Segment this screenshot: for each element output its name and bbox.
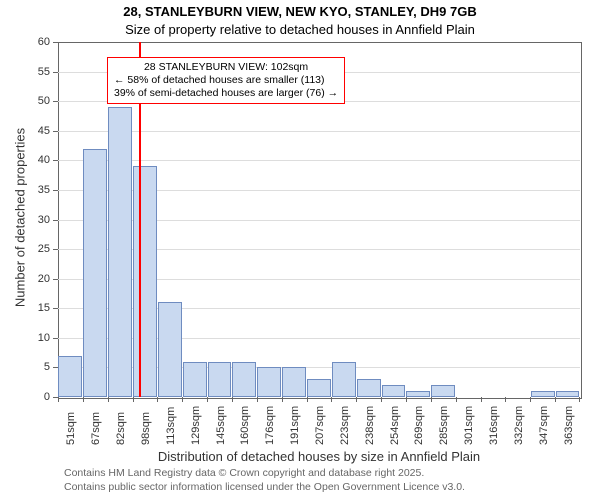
x-tick-label: 316sqm bbox=[488, 406, 500, 445]
annotation-line2: ← 58% of detached houses are smaller (11… bbox=[114, 74, 338, 87]
y-tick bbox=[53, 308, 58, 309]
bar bbox=[282, 367, 306, 397]
y-tick-label: 55 bbox=[0, 66, 50, 78]
x-tick bbox=[133, 397, 134, 402]
x-tick-label: 363sqm bbox=[563, 406, 575, 445]
bar bbox=[133, 166, 157, 397]
x-tick-label: 67sqm bbox=[90, 412, 102, 445]
x-tick-label: 51sqm bbox=[65, 412, 77, 445]
x-tick-label: 254sqm bbox=[389, 406, 401, 445]
bar bbox=[208, 362, 232, 398]
x-tick bbox=[157, 397, 158, 402]
y-tick bbox=[53, 160, 58, 161]
x-tick-label: 301sqm bbox=[463, 406, 475, 445]
bar bbox=[431, 385, 455, 397]
bar bbox=[58, 356, 82, 397]
chart-subtitle: Size of property relative to detached ho… bbox=[0, 22, 600, 38]
x-tick-label: 269sqm bbox=[413, 406, 425, 445]
bar bbox=[257, 367, 281, 397]
y-tick bbox=[53, 338, 58, 339]
y-tick bbox=[53, 249, 58, 250]
chart-container: 28, STANLEYBURN VIEW, NEW KYO, STANLEY, … bbox=[0, 0, 600, 500]
bar bbox=[307, 379, 331, 397]
bar bbox=[83, 149, 107, 398]
x-tick-label: 145sqm bbox=[215, 406, 227, 445]
x-tick-label: 332sqm bbox=[513, 406, 525, 445]
x-tick bbox=[83, 397, 84, 402]
x-tick bbox=[356, 397, 357, 402]
y-axis-label: Number of detached properties bbox=[13, 117, 28, 317]
x-tick bbox=[307, 397, 308, 402]
x-tick-label: 285sqm bbox=[438, 406, 450, 445]
x-tick-label: 129sqm bbox=[190, 406, 202, 445]
x-tick bbox=[232, 397, 233, 402]
bar bbox=[382, 385, 406, 397]
x-tick bbox=[555, 397, 556, 402]
annotation-line1: 28 STANLEYBURN VIEW: 102sqm bbox=[114, 61, 338, 74]
y-tick-label: 60 bbox=[0, 36, 50, 48]
x-tick bbox=[456, 397, 457, 402]
y-tick bbox=[53, 367, 58, 368]
gridline bbox=[58, 160, 580, 161]
y-tick bbox=[53, 279, 58, 280]
x-tick bbox=[406, 397, 407, 402]
x-tick-label: 98sqm bbox=[140, 412, 152, 445]
x-tick bbox=[108, 397, 109, 402]
x-tick-label: 113sqm bbox=[165, 407, 177, 445]
bar bbox=[158, 302, 182, 397]
annotation-line3: 39% of semi-detached houses are larger (… bbox=[114, 87, 338, 100]
x-tick bbox=[58, 397, 59, 402]
footer-line1: Contains HM Land Registry data © Crown c… bbox=[64, 467, 424, 479]
y-tick bbox=[53, 101, 58, 102]
footer-line2: Contains public sector information licen… bbox=[64, 481, 465, 493]
y-tick bbox=[53, 190, 58, 191]
gridline bbox=[58, 131, 580, 132]
y-tick bbox=[53, 72, 58, 73]
x-axis-label: Distribution of detached houses by size … bbox=[58, 449, 580, 464]
x-tick-label: 82sqm bbox=[115, 412, 127, 445]
y-tick-label: 10 bbox=[0, 332, 50, 344]
x-tick bbox=[431, 397, 432, 402]
x-tick-label: 238sqm bbox=[364, 406, 376, 445]
y-tick-label: 50 bbox=[0, 95, 50, 107]
chart-title: 28, STANLEYBURN VIEW, NEW KYO, STANLEY, … bbox=[0, 4, 600, 20]
x-tick bbox=[530, 397, 531, 402]
y-tick bbox=[53, 220, 58, 221]
y-tick-label: 0 bbox=[0, 391, 50, 403]
x-tick-label: 207sqm bbox=[314, 406, 326, 445]
x-tick-label: 191sqm bbox=[289, 406, 301, 445]
x-tick-label: 176sqm bbox=[264, 406, 276, 445]
bar bbox=[406, 391, 430, 397]
x-tick bbox=[282, 397, 283, 402]
x-tick bbox=[505, 397, 506, 402]
x-tick-label: 347sqm bbox=[538, 406, 550, 445]
bar bbox=[332, 362, 356, 398]
x-tick bbox=[381, 397, 382, 402]
bar bbox=[531, 391, 555, 397]
x-tick bbox=[481, 397, 482, 402]
y-tick-label: 5 bbox=[0, 361, 50, 373]
x-tick bbox=[257, 397, 258, 402]
x-tick bbox=[579, 397, 580, 402]
bar bbox=[232, 362, 256, 398]
bar bbox=[357, 379, 381, 397]
bar bbox=[556, 391, 580, 397]
x-tick bbox=[331, 397, 332, 402]
x-tick-label: 223sqm bbox=[339, 406, 351, 445]
y-tick bbox=[53, 131, 58, 132]
bar bbox=[183, 362, 207, 398]
y-tick bbox=[53, 42, 58, 43]
bar bbox=[108, 107, 132, 397]
x-tick-label: 160sqm bbox=[239, 406, 251, 445]
annotation-box: 28 STANLEYBURN VIEW: 102sqm← 58% of deta… bbox=[107, 57, 345, 104]
x-tick bbox=[182, 397, 183, 402]
x-tick bbox=[207, 397, 208, 402]
